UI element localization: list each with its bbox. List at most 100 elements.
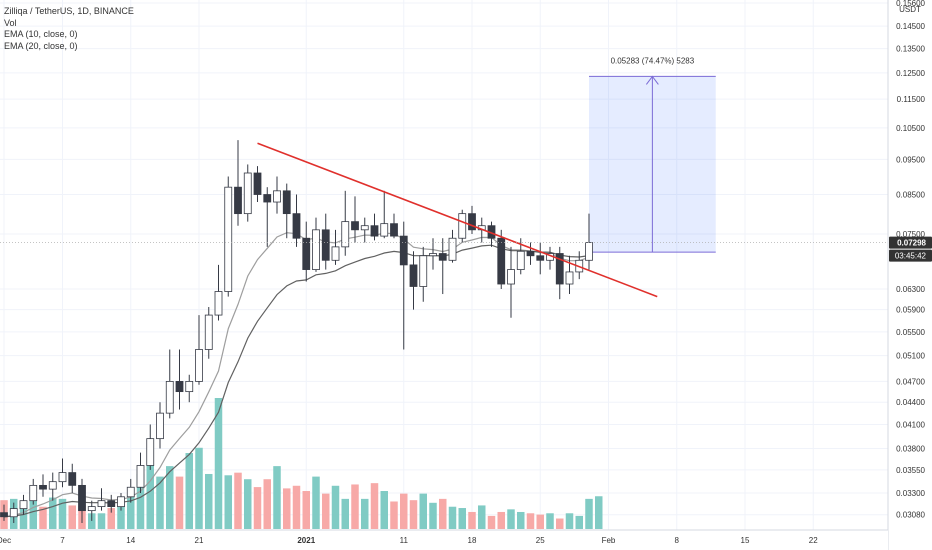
candle <box>526 242 535 265</box>
volume-bar <box>546 513 554 529</box>
candle <box>458 209 467 243</box>
candle-body <box>136 465 145 488</box>
price-tick-label: 0.11500 <box>897 95 926 104</box>
time-tick-label: 14 <box>126 536 135 545</box>
candle <box>78 478 86 523</box>
volume-bar <box>361 498 369 529</box>
candle <box>68 463 77 493</box>
candle <box>497 229 506 289</box>
price-tick-label: 0.15600 <box>896 0 925 8</box>
candle <box>321 213 330 270</box>
candle-body <box>292 213 301 239</box>
candle-body <box>78 484 86 512</box>
volume-bar <box>224 475 232 529</box>
candle <box>48 472 57 501</box>
candle-body <box>507 269 515 285</box>
candle-body <box>224 186 233 292</box>
candle <box>58 458 67 488</box>
candles[interactable] <box>0 140 593 523</box>
candle-body <box>516 250 525 270</box>
candle-body <box>0 512 8 518</box>
volume-bar <box>595 496 603 529</box>
candle <box>29 478 38 505</box>
price-tick-label: 0.03550 <box>896 466 925 475</box>
volume-bar <box>302 491 310 529</box>
candle-body <box>390 223 398 237</box>
candle <box>263 187 272 247</box>
trendline-group[interactable] <box>0 142 888 298</box>
candle-body <box>312 229 320 270</box>
candle <box>273 176 281 214</box>
candle-body <box>585 242 593 261</box>
candle-body <box>185 380 194 393</box>
candle <box>156 402 164 449</box>
volume-bar <box>507 509 515 529</box>
candle-body <box>526 250 535 257</box>
time-tick-label: 21 <box>195 536 204 545</box>
time-tick-label: 25 <box>536 536 545 545</box>
candle-body <box>107 500 116 508</box>
candle-body <box>195 349 203 382</box>
volume-bars <box>0 398 603 529</box>
candle-body <box>146 438 155 466</box>
time-axis[interactable]: Dec 7 14 21 2021 11 18 25 Feb 8 15 22 <box>0 529 888 550</box>
measure-tool[interactable]: 0.05283 (74.47%) 5283 <box>589 56 716 253</box>
candle-body <box>48 481 57 490</box>
candle <box>9 502 18 523</box>
volume-bar <box>175 476 184 529</box>
price-tick-label: 0.07500 <box>896 230 925 239</box>
volume-bar <box>273 466 281 529</box>
time-tick-label: 11 <box>400 536 409 545</box>
price-tick-label: 0.12500 <box>896 69 925 78</box>
legend: Zilliqa / TetherUS, 1D, BINANCE Vol EMA … <box>4 6 134 52</box>
candle <box>341 190 350 256</box>
candle-body <box>243 172 252 215</box>
volume-bar <box>556 518 564 529</box>
volume-bar <box>536 514 544 529</box>
volume-bar <box>292 485 301 529</box>
price-tick-label: 0.04700 <box>896 377 925 386</box>
time-tick-label: 7 <box>60 536 65 545</box>
volume-bar <box>390 501 398 529</box>
candle <box>555 246 564 300</box>
volume-bar <box>107 508 115 529</box>
plot-background <box>0 0 888 530</box>
volume-bar <box>312 476 320 529</box>
candle-body <box>29 484 38 502</box>
volume-bar <box>458 508 466 529</box>
price-tick-label: 0.05500 <box>896 328 925 337</box>
volume-bar <box>49 497 57 529</box>
volume-bar <box>146 462 154 529</box>
price-axis[interactable]: 0.15600 0.14500 0.13500 0.12500 0.11500 0.105… <box>887 0 932 550</box>
candle-body <box>370 225 379 237</box>
candle <box>331 229 340 265</box>
candle <box>253 166 262 203</box>
vol-label[interactable]: Vol <box>4 17 17 28</box>
candle <box>419 246 428 302</box>
candle <box>195 315 203 385</box>
candle <box>0 504 8 521</box>
ema20-label[interactable]: EMA (20, close, 0) <box>4 40 78 51</box>
candle <box>536 242 545 275</box>
price-tick-label: 0.03800 <box>896 444 925 453</box>
candle <box>136 452 145 493</box>
candle-body <box>331 246 340 261</box>
volume-bar <box>234 472 242 529</box>
candle <box>243 164 252 222</box>
volume-bar <box>439 498 447 529</box>
volume-bar <box>487 515 496 529</box>
volume-bar <box>39 506 47 529</box>
volume-bar <box>58 498 67 529</box>
symbol-title[interactable]: Zilliqa / TetherUS, 1D, BINANCE <box>4 6 134 16</box>
candle <box>302 221 311 282</box>
volume-bar <box>322 493 330 529</box>
candle-body <box>536 255 545 261</box>
candle-body <box>497 237 506 285</box>
price-tick-label: 0.14500 <box>896 22 925 31</box>
volume-bar <box>478 505 486 529</box>
time-tick-label: 18 <box>468 536 477 545</box>
ema10-label[interactable]: EMA (10, close, 0) <box>4 29 78 39</box>
candle <box>97 488 106 511</box>
candle <box>126 478 135 503</box>
